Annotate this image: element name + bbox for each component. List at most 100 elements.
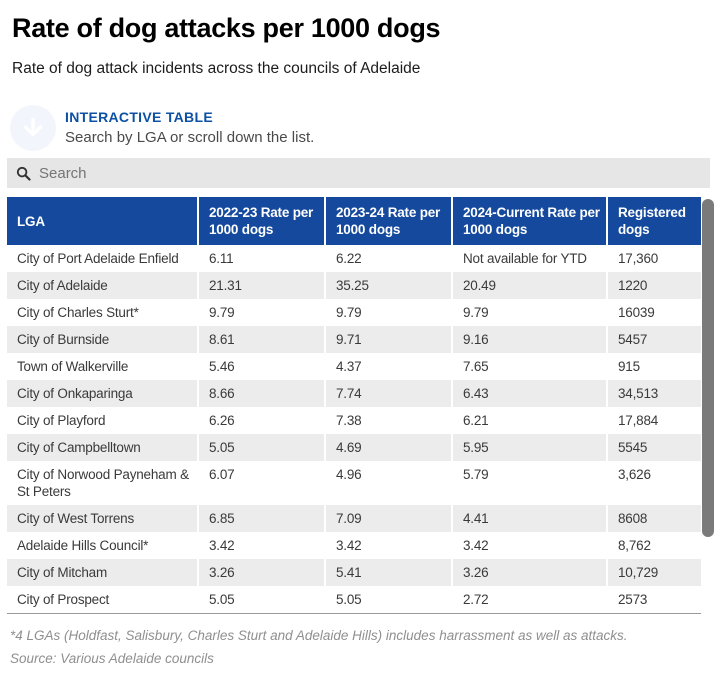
lga-cell: City of Burnside — [7, 326, 197, 353]
lga-cell: City of Campbelltown — [7, 434, 197, 461]
column-header: LGA — [7, 197, 197, 245]
lga-cell: City of Mitcham — [7, 559, 197, 586]
value-cell: Not available for YTD — [451, 245, 606, 272]
value-cell: 4.37 — [324, 353, 451, 380]
value-cell: 1220 — [606, 272, 701, 299]
table-row: City of West Torrens 6.85 7.09 4.41 8608 — [7, 505, 701, 532]
value-cell: 5.05 — [324, 586, 451, 613]
value-cell: 7.65 — [451, 353, 606, 380]
kicker-label: INTERACTIVE TABLE — [65, 109, 213, 125]
value-cell: 5.95 — [451, 434, 606, 461]
lga-cell: City of Prospect — [7, 586, 197, 613]
table-body: City of Port Adelaide Enfield 6.11 6.22 Not… — [7, 245, 701, 613]
column-header: 2024-Current Rate per 1000 dogs — [451, 197, 606, 245]
value-cell: 35.25 — [324, 272, 451, 299]
value-cell: 34,513 — [606, 380, 701, 407]
value-cell: 5545 — [606, 434, 701, 461]
value-cell: 2.72 — [451, 586, 606, 613]
value-cell: 8608 — [606, 505, 701, 532]
value-cell: 8.66 — [197, 380, 324, 407]
lga-cell: City of Adelaide — [7, 272, 197, 299]
value-cell: 5.05 — [197, 586, 324, 613]
value-cell: 9.71 — [324, 326, 451, 353]
value-cell: 6.43 — [451, 380, 606, 407]
value-cell: 6.07 — [197, 461, 324, 505]
page-subtitle: Rate of dog attack incidents across the … — [12, 60, 421, 77]
value-cell: 3.26 — [451, 559, 606, 586]
table-row: Town of Walkerville 5.46 4.37 7.65 915 — [7, 353, 701, 380]
value-cell: 7.74 — [324, 380, 451, 407]
scrollbar-thumb[interactable] — [702, 199, 714, 537]
value-cell: 3.42 — [197, 532, 324, 559]
table-row: City of Campbelltown 5.05 4.69 5.95 5545 — [7, 434, 701, 461]
lga-cell: Adelaide Hills Council* — [7, 532, 197, 559]
down-arrow-circle-icon — [10, 104, 56, 151]
lga-cell: City of Charles Sturt* — [7, 299, 197, 326]
value-cell: 21.31 — [197, 272, 324, 299]
value-cell: 6.85 — [197, 505, 324, 532]
value-cell: 915 — [606, 353, 701, 380]
value-cell: 16039 — [606, 299, 701, 326]
value-cell: 5.46 — [197, 353, 324, 380]
value-cell: 7.38 — [324, 407, 451, 434]
lga-cell: City of West Torrens — [7, 505, 197, 532]
table-row: City of Playford 6.26 7.38 6.21 17,884 — [7, 407, 701, 434]
value-cell: 10,729 — [606, 559, 701, 586]
value-cell: 7.09 — [324, 505, 451, 532]
table-scroll-viewport[interactable]: LGA 2022-23 Rate per 1000 dogs 2023-24 Rat… — [7, 197, 701, 614]
value-cell: 9.79 — [451, 299, 606, 326]
table-row: City of Mitcham 3.26 5.41 3.26 10,729 — [7, 559, 701, 586]
value-cell: 5.41 — [324, 559, 451, 586]
value-cell: 5.79 — [451, 461, 606, 505]
lga-cell: City of Port Adelaide Enfield — [7, 245, 197, 272]
value-cell: 3,626 — [606, 461, 701, 505]
value-cell: 3.42 — [451, 532, 606, 559]
value-cell: 4.96 — [324, 461, 451, 505]
footer: *4 LGAs (Holdfast, Salisbury, Charles St… — [10, 627, 718, 668]
column-header: Registered dogs — [606, 197, 701, 245]
lga-cell: City of Playford — [7, 407, 197, 434]
search-bar[interactable] — [7, 158, 710, 188]
table-row: City of Port Adelaide Enfield 6.11 6.22 Not… — [7, 245, 701, 272]
footnote: *4 LGAs (Holdfast, Salisbury, Charles St… — [10, 628, 628, 643]
value-cell: 8,762 — [606, 532, 701, 559]
table-row: City of Adelaide 21.31 35.25 20.49 1220 — [7, 272, 701, 299]
table-row: City of Prospect 5.05 5.05 2.72 2573 — [7, 586, 701, 613]
value-cell: 3.26 — [197, 559, 324, 586]
table-row: Adelaide Hills Council* 3.42 3.42 3.42 8,762 — [7, 532, 701, 559]
kicker-instruction: Search by LGA or scroll down the list. — [65, 129, 315, 146]
value-cell: 6.26 — [197, 407, 324, 434]
column-header: 2023-24 Rate per 1000 dogs — [324, 197, 451, 245]
value-cell: 6.21 — [451, 407, 606, 434]
value-cell: 17,360 — [606, 245, 701, 272]
value-cell: 4.41 — [451, 505, 606, 532]
table-row: City of Charles Sturt* 9.79 9.79 9.79 16039 — [7, 299, 701, 326]
search-input[interactable] — [39, 164, 679, 182]
value-cell: 9.79 — [197, 299, 324, 326]
lga-cell: City of Norwood Payneham & St Peters — [7, 461, 197, 505]
table-scrollbar[interactable] — [701, 197, 718, 614]
column-header: 2022-23 Rate per 1000 dogs — [197, 197, 324, 245]
source-line: Source: Various Adelaide councils — [10, 651, 214, 666]
table-row: City of Burnside 8.61 9.71 9.16 5457 — [7, 326, 701, 353]
value-cell: 2573 — [606, 586, 701, 613]
table-row: City of Norwood Payneham & St Peters 6.07… — [7, 461, 701, 505]
search-icon — [16, 166, 31, 181]
value-cell: 8.61 — [197, 326, 324, 353]
table-header-row: LGA 2022-23 Rate per 1000 dogs 2023-24 Rat… — [7, 197, 701, 245]
value-cell: 9.79 — [324, 299, 451, 326]
interactive-table-kicker: INTERACTIVE TABLE Search by LGA or scrol… — [10, 104, 718, 151]
value-cell: 5457 — [606, 326, 701, 353]
lga-table: LGA 2022-23 Rate per 1000 dogs 2023-24 Rat… — [7, 197, 718, 614]
lga-cell: City of Onkaparinga — [7, 380, 197, 407]
page-title: Rate of dog attacks per 1000 dogs — [12, 13, 441, 43]
value-cell: 17,884 — [606, 407, 701, 434]
value-cell: 3.42 — [324, 532, 451, 559]
value-cell: 20.49 — [451, 272, 606, 299]
value-cell: 4.69 — [324, 434, 451, 461]
value-cell: 5.05 — [197, 434, 324, 461]
table-row: City of Onkaparinga 8.66 7.74 6.43 34,513 — [7, 380, 701, 407]
value-cell: 6.22 — [324, 245, 451, 272]
value-cell: 9.16 — [451, 326, 606, 353]
value-cell: 6.11 — [197, 245, 324, 272]
